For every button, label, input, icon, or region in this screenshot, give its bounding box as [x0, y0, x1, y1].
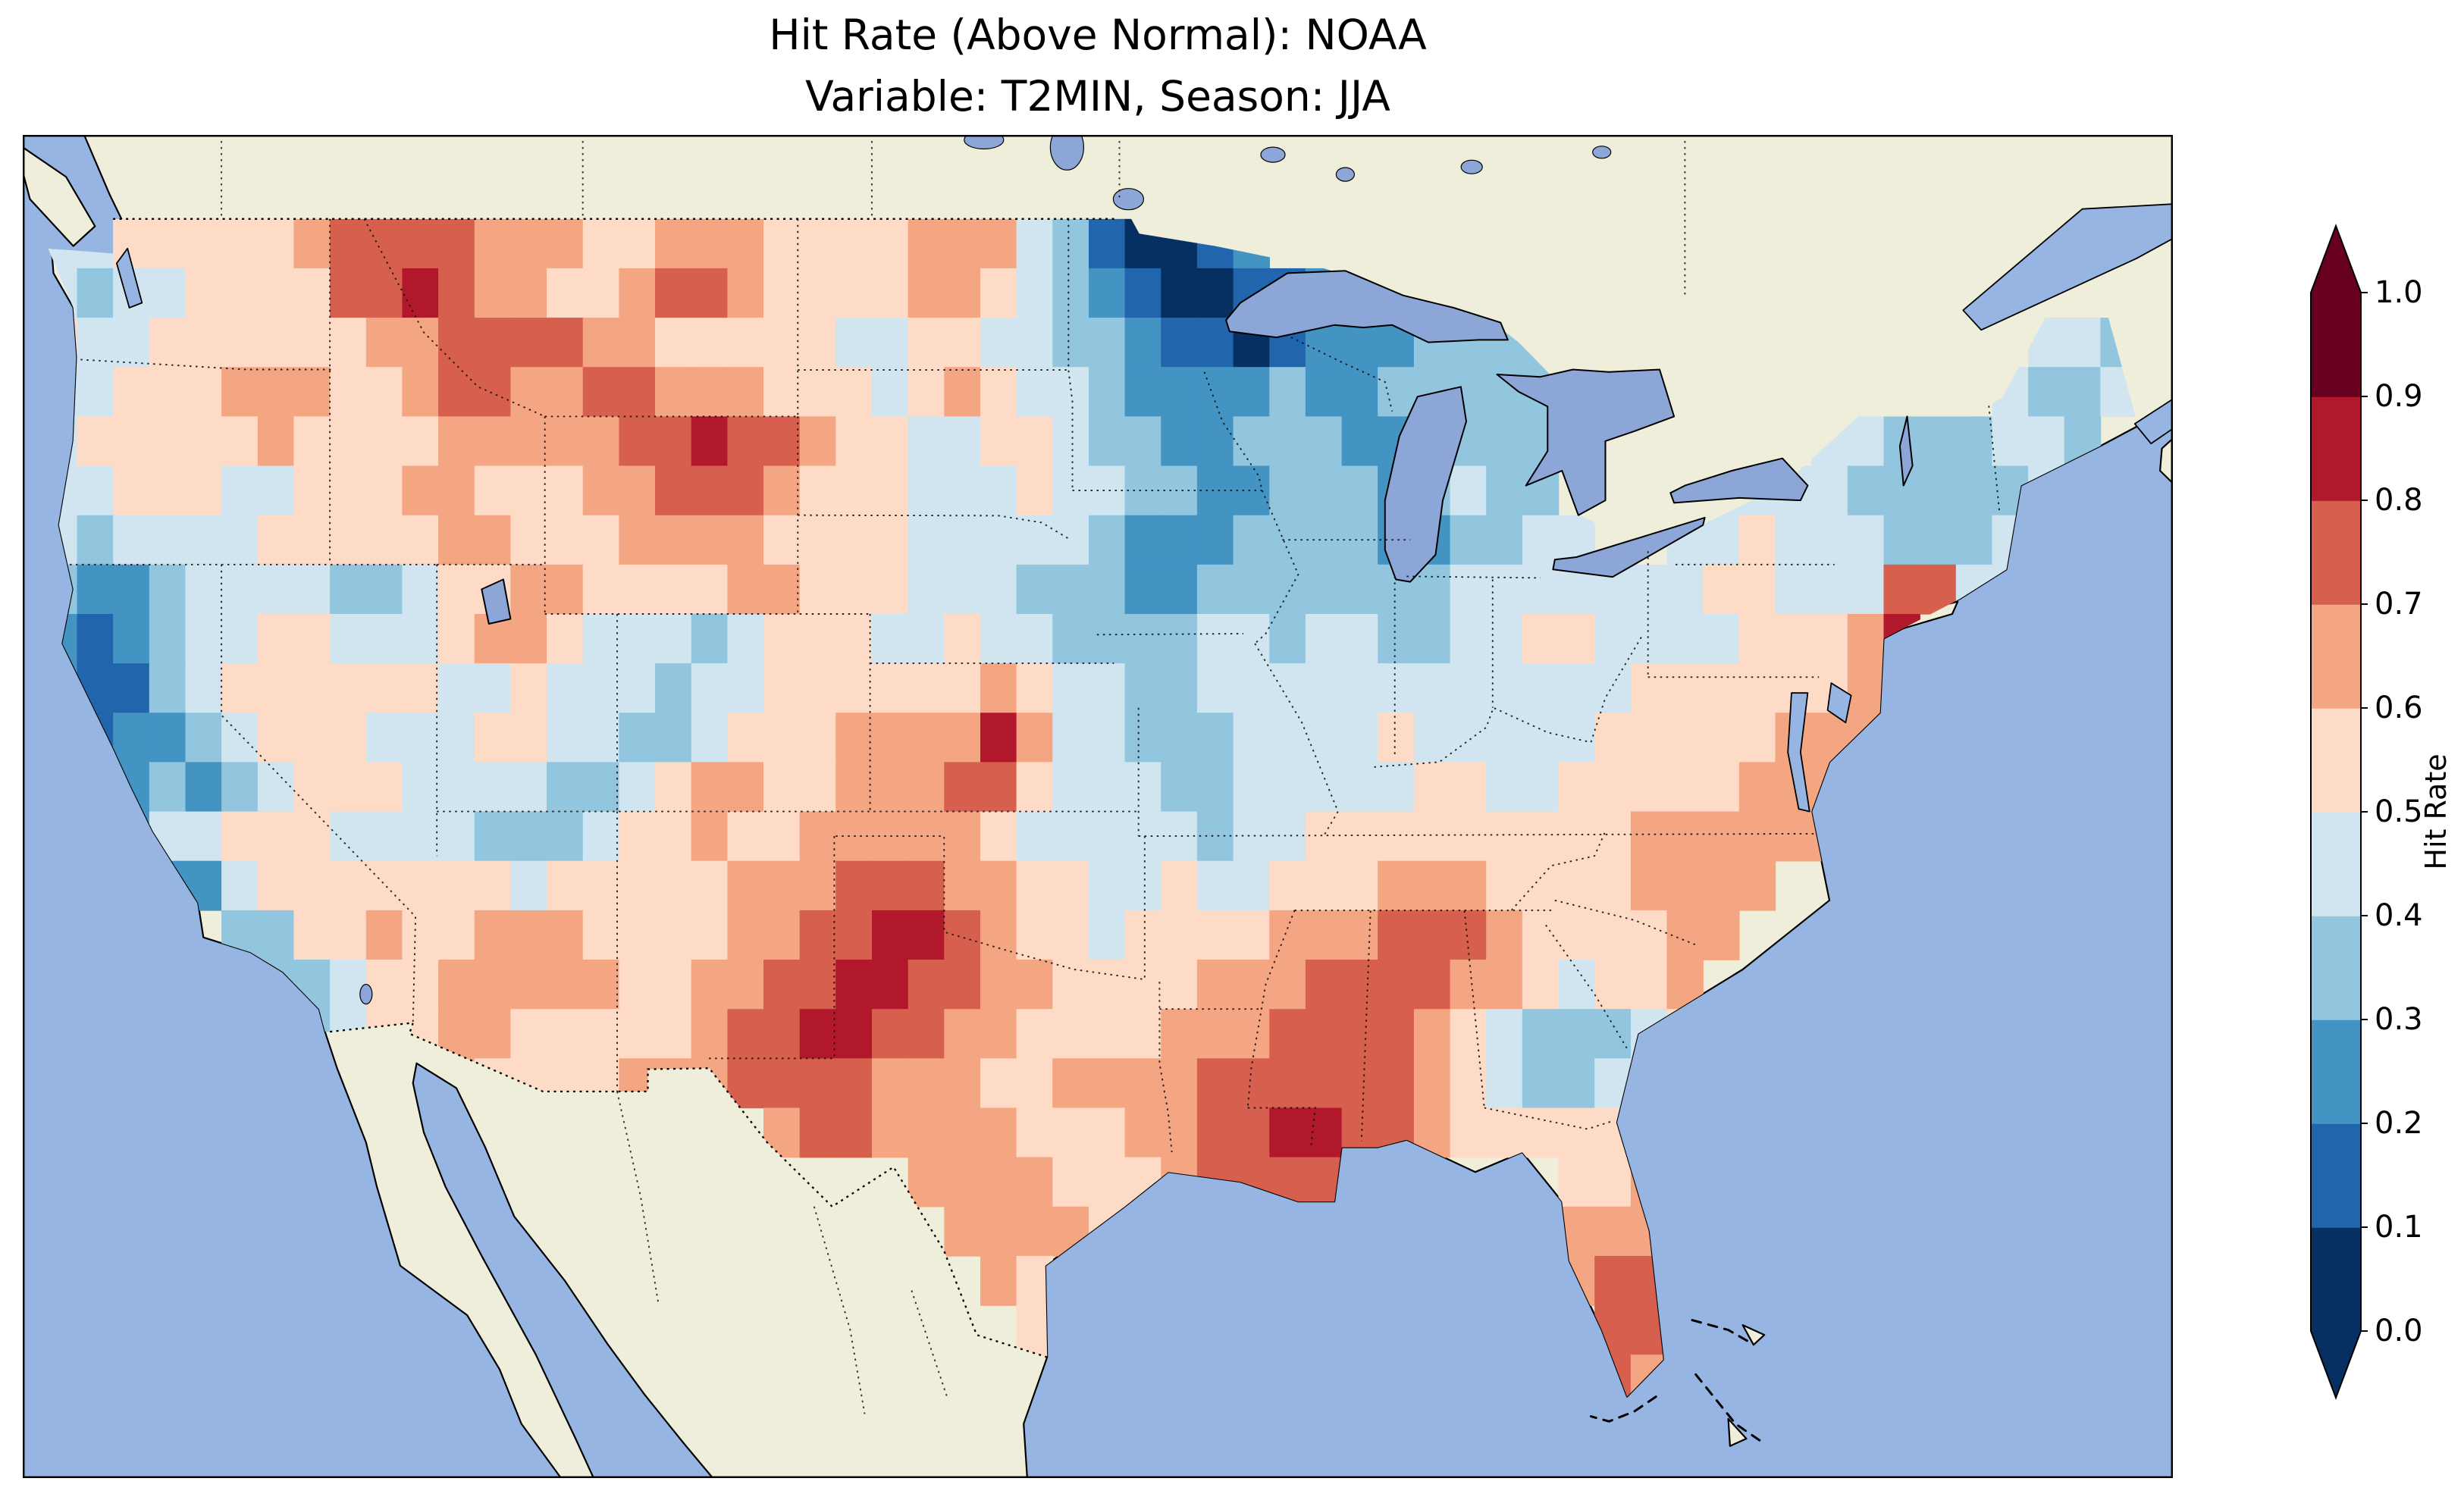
- svg-text:0.2: 0.2: [2375, 1106, 2423, 1141]
- small-lakes: [359, 135, 1612, 1005]
- chart-title-line1: Hit Rate (Above Normal): NOAA: [769, 11, 1427, 59]
- svg-text:0.3: 0.3: [2375, 1002, 2423, 1037]
- svg-text:0.0: 0.0: [2375, 1314, 2423, 1348]
- colorbar-ticks: 1.0 0.9 0.8 0.7 0.6 0.5 0.4 0.3 0.2 0.1 0.0: [2361, 275, 2423, 1348]
- foreign-admin-borders: [221, 135, 1686, 1414]
- data-cells: [48, 218, 2137, 1397]
- colorbar-extend-max-arrow: [2311, 226, 2361, 293]
- colorbar-extend-min-arrow: [2311, 1331, 2361, 1398]
- chart-title: Hit Rate (Above Normal): NOAA Variable: …: [23, 5, 2173, 128]
- colorbar-label: Hit Rate: [2419, 753, 2453, 869]
- svg-text:0.8: 0.8: [2375, 483, 2423, 518]
- us-map-canvas: [23, 135, 2173, 1478]
- svg-text:0.1: 0.1: [2375, 1210, 2423, 1245]
- colorbar: 1.0 0.9 0.8 0.7 0.6 0.5 0.4 0.3 0.2 0.1 0.0 Hit Rat…: [2290, 220, 2464, 1417]
- svg-text:0.4: 0.4: [2375, 898, 2423, 933]
- chart-title-line2: Variable: T2MIN, Season: JJA: [805, 72, 1390, 121]
- svg-text:0.5: 0.5: [2375, 794, 2423, 829]
- svg-text:1.0: 1.0: [2375, 275, 2423, 310]
- map-frame: [23, 135, 2173, 1478]
- great-lakes: [481, 270, 1914, 625]
- svg-text:0.6: 0.6: [2375, 691, 2423, 725]
- colorbar-segments: [2311, 293, 2361, 1332]
- colorbar-canvas: 1.0 0.9 0.8 0.7 0.6 0.5 0.4 0.3 0.2 0.1 0.0 Hit Rat…: [2310, 224, 2453, 1400]
- island-chains: [1589, 1319, 1766, 1445]
- bays: [116, 203, 2173, 813]
- svg-text:0.7: 0.7: [2375, 587, 2423, 622]
- us-map: [23, 135, 2173, 1478]
- svg-text:0.9: 0.9: [2375, 379, 2423, 414]
- state-borders: [70, 218, 2000, 1153]
